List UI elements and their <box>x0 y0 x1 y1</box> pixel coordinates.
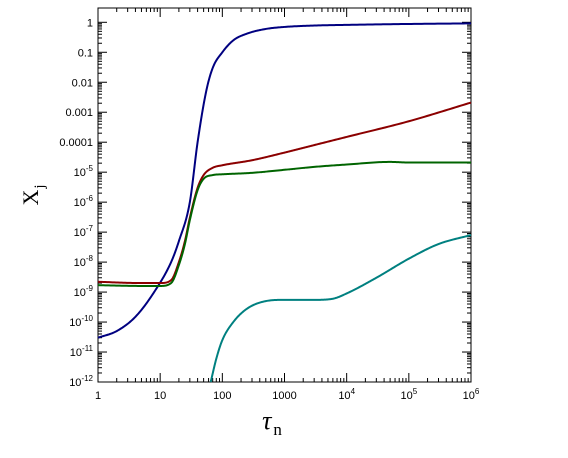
y-tick-labels: 10.10.010.0010.000110-510-610-710-810-91… <box>59 17 93 389</box>
plot-frame <box>97 7 472 383</box>
x-tick-label: 1 <box>95 390 101 402</box>
x-tick-label-base: 1000 <box>272 390 296 402</box>
y-tick-label-base: 10 <box>74 167 86 179</box>
y-tick-label: 10-5 <box>74 164 94 179</box>
y-tick-label-base: 1 <box>87 17 93 29</box>
y-tick-label: 10-11 <box>70 344 94 359</box>
x-tick-label-base: 1 <box>95 390 101 402</box>
series-line-4 <box>209 234 472 383</box>
y-tick-label: 0.001 <box>65 107 93 119</box>
y-tick-label-base: 0.001 <box>65 107 93 119</box>
y-tick-label: 10-8 <box>74 254 94 269</box>
x-tick-labels: 1 10 100 1000 104 105 106 <box>95 387 480 402</box>
y-tick-label-exp: -6 <box>86 194 94 203</box>
y-axis-title: Xj <box>18 184 48 205</box>
x-tick-label: 106 <box>463 387 480 402</box>
series-line-3 <box>97 160 471 287</box>
y-tick-label-exp: -11 <box>82 344 94 353</box>
y-tick-label-exp: -10 <box>81 314 93 323</box>
x-axis-subscript: n <box>273 420 282 439</box>
y-tick-label: 0.01 <box>72 77 93 89</box>
y-tick-label: 10-6 <box>74 194 94 209</box>
x-axis-symbol: τ <box>262 406 273 435</box>
x-tick-label: 105 <box>400 387 417 402</box>
x-tick-label-base: 10 <box>338 390 350 402</box>
x-tick-label: 100 <box>213 390 231 402</box>
y-tick-label-base: 10 <box>74 227 86 239</box>
y-tick-label-exp: -9 <box>86 284 94 293</box>
x-tick-label-exp: 5 <box>413 387 418 396</box>
series-line-2 <box>97 101 472 285</box>
y-tick-label-base: 10 <box>74 197 86 209</box>
y-tick-label: 0.0001 <box>59 137 93 149</box>
y-tick-label-base: 10 <box>74 257 86 269</box>
y-axis-symbol: X <box>18 190 43 206</box>
y-tick-label: 10-10 <box>69 314 93 329</box>
x-tick-label: 104 <box>338 387 355 402</box>
y-tick-label-base: 0.1 <box>78 47 93 59</box>
y-tick-label-exp: -8 <box>86 254 94 263</box>
y-tick-label-base: 10 <box>74 287 86 299</box>
y-tick-label: 0.1 <box>78 47 93 59</box>
y-tick-label: 10-12 <box>69 374 93 389</box>
y-tick-label: 1 <box>87 17 93 29</box>
y-tick-label: 10-9 <box>74 284 94 299</box>
y-tick-label-base: 0.01 <box>72 77 93 89</box>
y-tick-label-base: 10 <box>70 347 82 359</box>
y-tick-label-base: 10 <box>69 317 81 329</box>
y-axis-subscript: j <box>32 184 48 189</box>
y-tick-label: 10-7 <box>74 224 94 239</box>
x-tick-label-base: 10 <box>400 390 412 402</box>
y-tick-label-base: 10 <box>69 377 81 389</box>
series-lines <box>97 22 472 383</box>
y-tick-label-exp: -12 <box>81 374 93 383</box>
x-tick-label-base: 10 <box>154 390 166 402</box>
tick-marks <box>97 8 472 383</box>
y-tick-label-base: 0.0001 <box>59 137 93 149</box>
x-tick-label-base: 10 <box>463 390 475 402</box>
series-line-1 <box>97 22 472 339</box>
x-tick-label-exp: 6 <box>475 387 480 396</box>
y-tick-label-exp: -5 <box>86 164 94 173</box>
y-tick-label-exp: -7 <box>86 224 94 233</box>
x-tick-label-base: 100 <box>213 390 231 402</box>
x-tick-label: 10 <box>154 390 166 402</box>
x-tick-label-exp: 4 <box>351 387 356 396</box>
x-tick-label: 1000 <box>272 390 296 402</box>
